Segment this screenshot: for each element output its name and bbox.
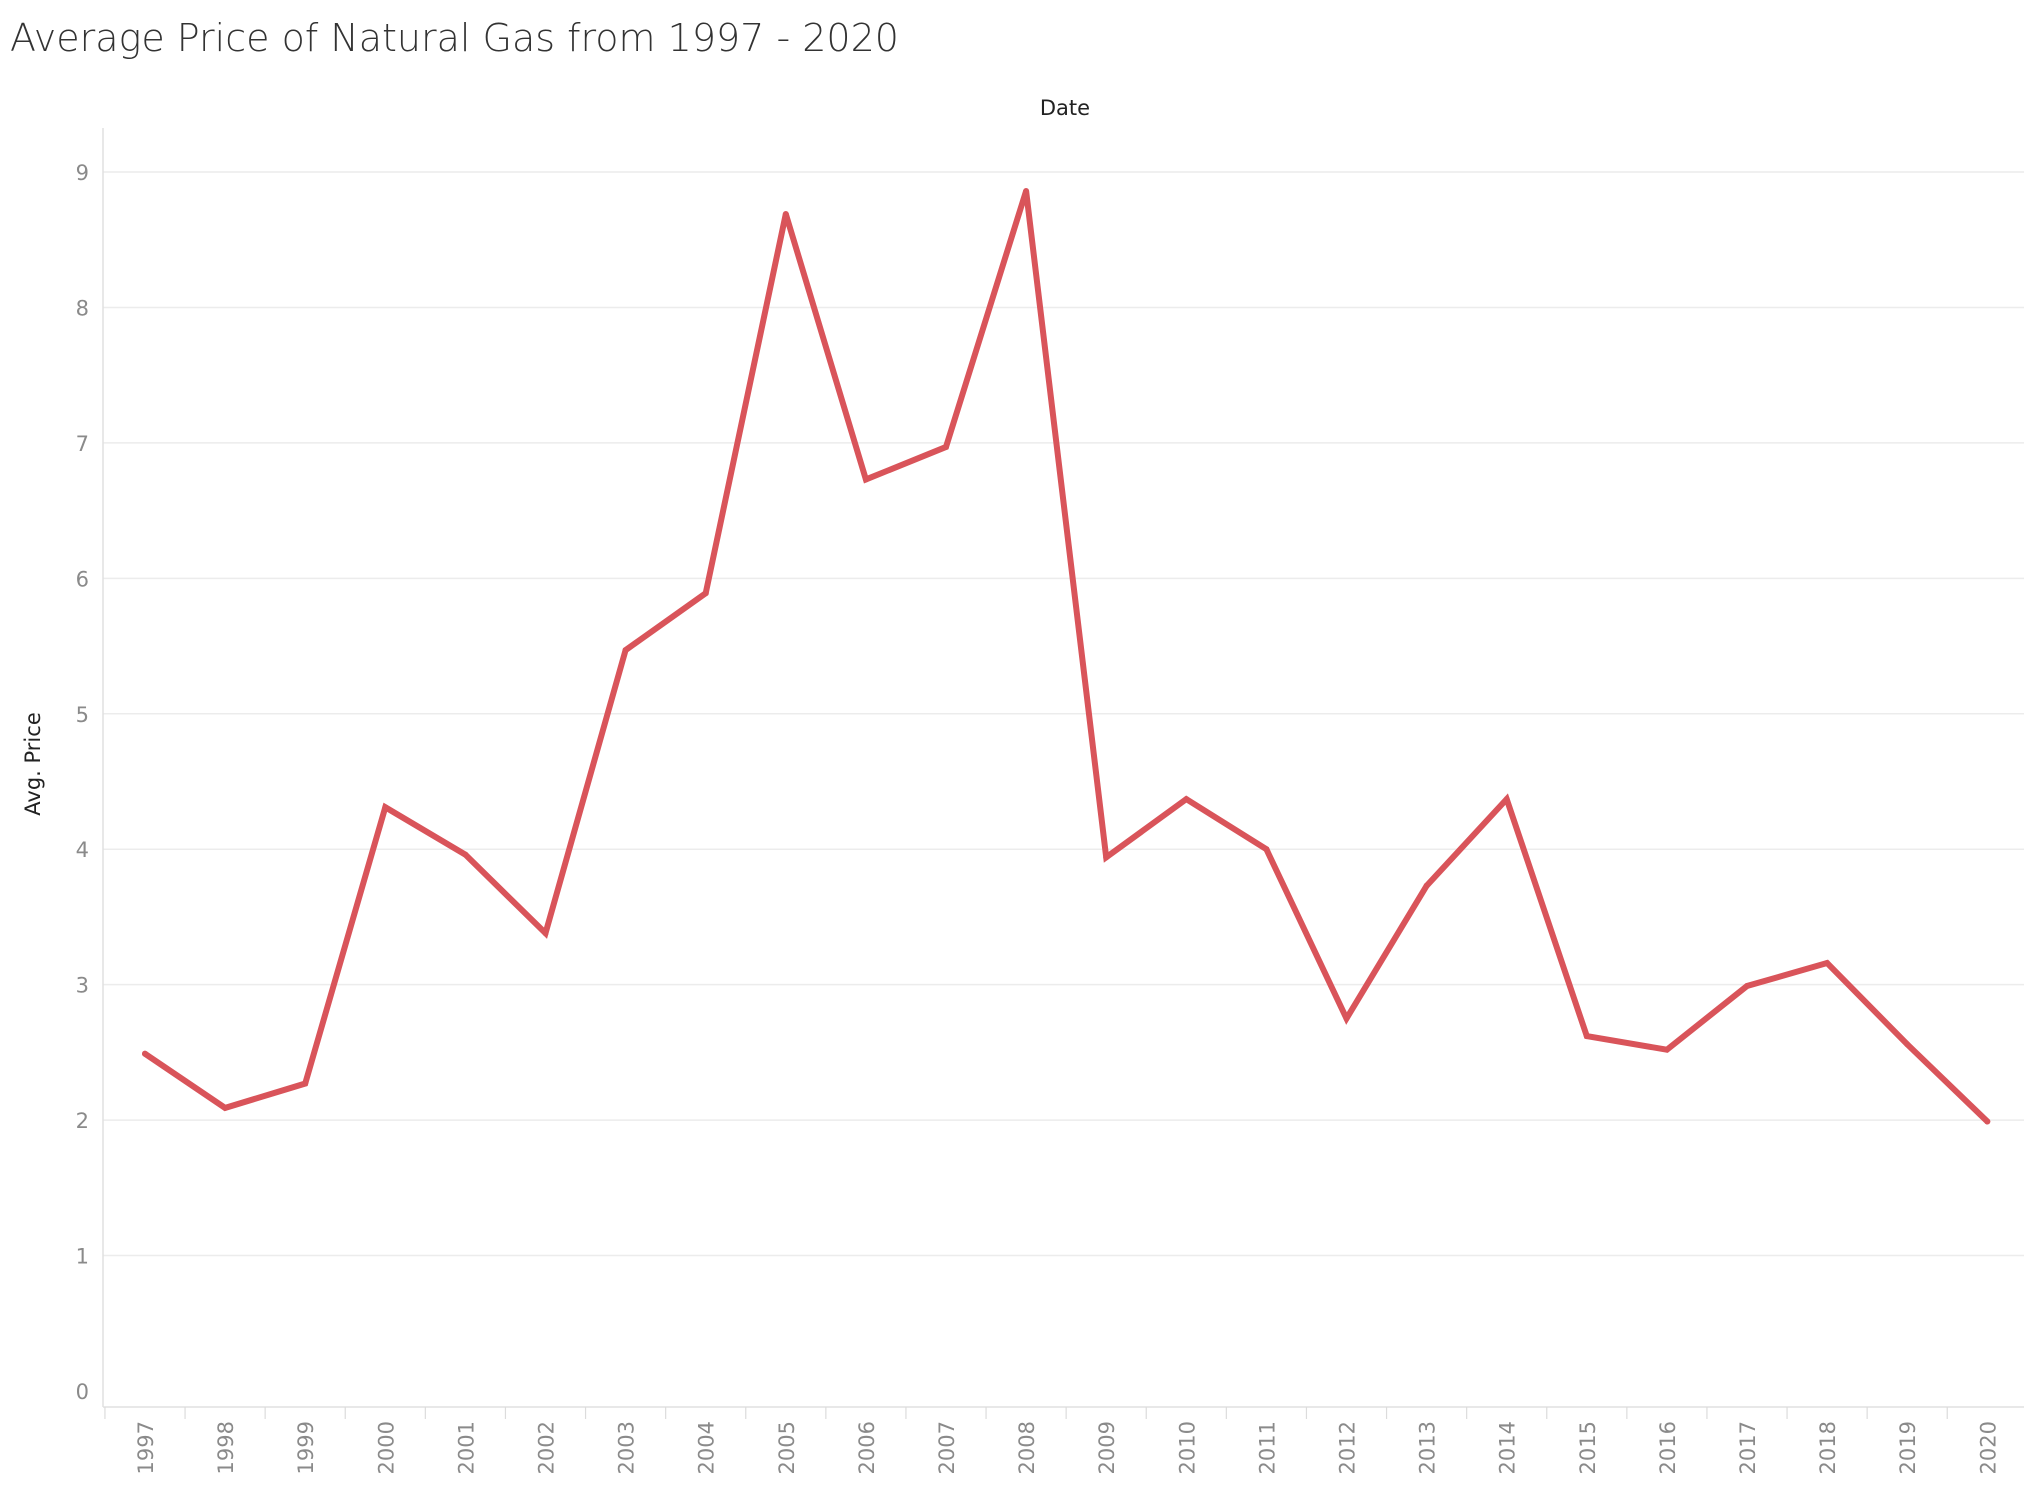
y-axis-title: Avg. Price bbox=[21, 712, 45, 815]
y-axis-ticks: 0 1 2 3 4 5 6 7 8 9 bbox=[76, 161, 89, 1404]
x-tick-label-2008: 2008 bbox=[1015, 1421, 1039, 1474]
axes bbox=[103, 128, 2024, 1407]
data-point-2013[interactable] bbox=[1424, 883, 1430, 889]
y-tick-label: 3 bbox=[76, 974, 89, 998]
x-tick-label-2006: 2006 bbox=[855, 1421, 879, 1474]
y-tick-label: 1 bbox=[76, 1245, 89, 1269]
data-point-2020[interactable] bbox=[1984, 1118, 1990, 1124]
data-point-2014[interactable] bbox=[1504, 796, 1510, 802]
data-point-1998[interactable] bbox=[222, 1105, 228, 1111]
data-point-2002[interactable] bbox=[543, 930, 549, 936]
y-tick-label: 8 bbox=[76, 296, 89, 320]
x-tick-label-2007: 2007 bbox=[935, 1421, 959, 1474]
data-point-1999[interactable] bbox=[302, 1081, 308, 1087]
data-point-2004[interactable] bbox=[703, 590, 709, 596]
x-tick-label-2016: 2016 bbox=[1656, 1421, 1680, 1474]
x-tick-label-2009: 2009 bbox=[1095, 1421, 1119, 1474]
y-tick-label: 2 bbox=[76, 1109, 89, 1133]
data-point-2016[interactable] bbox=[1664, 1047, 1670, 1053]
data-point-2015[interactable] bbox=[1584, 1033, 1590, 1039]
data-point-2003[interactable] bbox=[623, 647, 629, 653]
y-tick-label: 5 bbox=[76, 703, 89, 727]
gridlines bbox=[103, 172, 2024, 1256]
x-tick-label-2015: 2015 bbox=[1576, 1421, 1600, 1474]
data-point-2005[interactable] bbox=[783, 211, 789, 217]
data-point-2011[interactable] bbox=[1263, 846, 1269, 852]
x-tick-label-2012: 2012 bbox=[1336, 1421, 1360, 1474]
x-tick-label-2011: 2011 bbox=[1255, 1421, 1279, 1474]
x-tick-label-2005: 2005 bbox=[775, 1421, 799, 1474]
x-tick-label-1998: 1998 bbox=[214, 1421, 238, 1474]
data-point-2012[interactable] bbox=[1344, 1016, 1350, 1022]
x-tick-label-2020: 2020 bbox=[1976, 1421, 2000, 1474]
data-point-2009[interactable] bbox=[1103, 854, 1109, 860]
x-tick-label-1997: 1997 bbox=[134, 1421, 158, 1474]
data-point-1997[interactable] bbox=[142, 1051, 148, 1057]
data-point-2007[interactable] bbox=[943, 444, 949, 450]
x-tick-label-2013: 2013 bbox=[1416, 1421, 1440, 1474]
y-tick-label: 0 bbox=[76, 1380, 89, 1404]
data-point-2001[interactable] bbox=[462, 852, 468, 858]
x-tick-label-2017: 2017 bbox=[1736, 1421, 1760, 1474]
data-point-2010[interactable] bbox=[1183, 796, 1189, 802]
data-point-2008[interactable] bbox=[1023, 188, 1029, 194]
y-tick-label: 9 bbox=[76, 161, 89, 185]
x-tick-label-1999: 1999 bbox=[294, 1421, 318, 1474]
x-tick-label-2004: 2004 bbox=[695, 1421, 719, 1474]
y-tick-label: 6 bbox=[76, 567, 89, 591]
y-tick-label: 4 bbox=[76, 838, 89, 862]
x-tick-label-2001: 2001 bbox=[454, 1421, 478, 1474]
data-point-2006[interactable] bbox=[863, 476, 869, 482]
x-tick-label-2014: 2014 bbox=[1496, 1421, 1520, 1474]
data-point-2000[interactable] bbox=[382, 804, 388, 810]
x-tick-label-2002: 2002 bbox=[535, 1421, 559, 1474]
x-axis-title: Date bbox=[1040, 96, 1090, 120]
x-tick-label-2003: 2003 bbox=[615, 1421, 639, 1474]
x-tick-label-2000: 2000 bbox=[374, 1421, 398, 1474]
data-point-2017[interactable] bbox=[1744, 983, 1750, 989]
data-point-2019[interactable] bbox=[1904, 1041, 1910, 1047]
series-line-0 bbox=[145, 191, 1987, 1122]
y-tick-label: 7 bbox=[76, 432, 89, 456]
x-tick-label-2019: 2019 bbox=[1896, 1421, 1920, 1474]
x-axis-ticks: 1997 1998 1999 2000 2001 2002 2003 2004 2005 2006… bbox=[105, 1407, 2024, 1474]
x-tick-label-2018: 2018 bbox=[1816, 1421, 1840, 1474]
data-point-2018[interactable] bbox=[1824, 960, 1830, 966]
x-tick-label-2010: 2010 bbox=[1175, 1421, 1199, 1474]
